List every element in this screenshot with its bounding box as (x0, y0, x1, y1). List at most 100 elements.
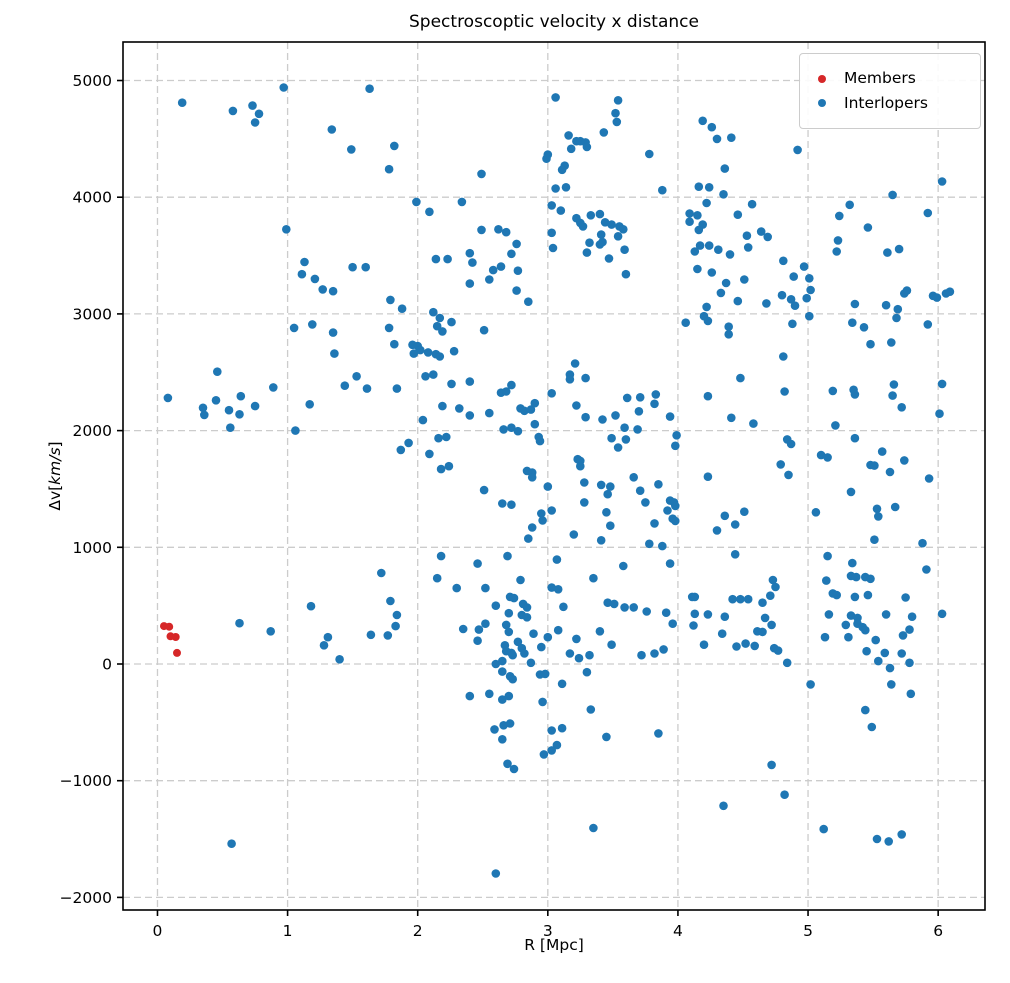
data-point-interlopers (435, 313, 445, 323)
y-axis-label-units: km/s (46, 447, 64, 484)
data-point-interlopers (937, 177, 947, 186)
data-point-interlopers (844, 632, 853, 642)
data-point-interlopers (661, 608, 671, 617)
data-point-interlopers (547, 228, 556, 238)
data-point-interlopers (905, 625, 914, 634)
data-point-interlopers (598, 415, 607, 424)
data-point-interlopers (671, 516, 680, 526)
data-point-interlopers (749, 419, 758, 428)
data-point-interlopers (897, 403, 906, 412)
data-point-interlopers (352, 372, 361, 381)
data-point-interlopers (561, 183, 571, 192)
data-point-interlopers (619, 225, 628, 234)
data-point-interlopers (535, 436, 545, 446)
data-point-interlopers (552, 740, 562, 750)
data-point-interlopers (703, 610, 713, 619)
data-point-interlopers (782, 658, 792, 668)
data-point-interlopers (282, 225, 291, 234)
data-point-interlopers (654, 729, 663, 738)
data-point-interlopers (508, 674, 517, 684)
data-point-interlopers (867, 722, 877, 732)
data-point-interlopers (702, 302, 711, 312)
data-point-interlopers (542, 154, 551, 163)
data-point-interlopers (537, 509, 546, 518)
data-point-interlopers (551, 93, 560, 102)
data-point-interlopers (733, 210, 743, 219)
data-point-interlopers (620, 245, 629, 254)
data-point-interlopers (835, 211, 844, 221)
legend-label-interlopers: Interlopers (844, 93, 928, 112)
data-point-interlopers (503, 551, 512, 561)
data-point-interlopers (832, 247, 841, 256)
data-point-interlopers (540, 669, 550, 679)
data-point-interlopers (833, 236, 843, 245)
data-point-interlopers (392, 610, 402, 620)
data-point-interlopers (658, 185, 667, 195)
data-point-interlopers (556, 206, 566, 215)
x-tick-label: 0 (153, 922, 163, 940)
data-point-interlopers (766, 591, 775, 600)
data-point-interlopers (694, 225, 704, 235)
data-point-interlopers (250, 401, 260, 411)
data-point-interlopers (248, 101, 257, 110)
data-point-interlopers (553, 625, 563, 635)
data-point-interlopers (580, 498, 589, 507)
data-point-interlopers (386, 596, 395, 606)
data-point-interlopers (391, 621, 400, 631)
data-point-interlopers (507, 380, 516, 390)
data-point-interlopers (650, 519, 659, 528)
data-point-interlopers (935, 409, 944, 419)
data-point-interlopers (443, 254, 452, 264)
data-point-interlopers (498, 695, 507, 704)
data-point-interlopers (323, 632, 333, 642)
data-point-interlopers (250, 118, 260, 127)
data-point-interlopers (553, 585, 563, 594)
data-point-interlopers (620, 423, 629, 433)
data-point-interlopers (724, 330, 733, 339)
data-point-interlopers (505, 719, 515, 728)
y-tick-label: 4000 (73, 189, 112, 207)
data-point-interlopers (491, 601, 501, 610)
data-point-interlopers (779, 256, 788, 266)
legend-item-members: Members (818, 69, 980, 87)
legend-label-members: Members (844, 69, 916, 87)
data-point-interlopers (279, 83, 289, 92)
data-point-interlopers (595, 209, 605, 219)
data-point-interlopers (885, 663, 895, 673)
data-point-interlopers (900, 456, 909, 465)
data-point-interlopers (945, 287, 955, 297)
data-point-interlopers (599, 128, 609, 137)
data-point-interlopers (822, 576, 831, 585)
data-point-interlopers (547, 583, 556, 592)
data-point-interlopers (418, 415, 428, 425)
data-point-interlopers (305, 400, 315, 409)
data-point-interlopers (780, 790, 789, 799)
data-point-interlopers (871, 635, 880, 645)
data-point-interlopers (481, 583, 490, 593)
data-point-interlopers (841, 620, 851, 630)
data-point-interlopers (717, 629, 727, 638)
data-point-interlopers (620, 603, 629, 612)
data-point-interlopers (870, 461, 879, 470)
legend: Members Interlopers (799, 53, 981, 129)
data-point-interlopers (572, 634, 581, 644)
data-point-interlopers (412, 197, 421, 207)
data-point-interlopers (768, 575, 778, 585)
data-point-interlopers (881, 610, 891, 619)
data-point-interlopers (580, 478, 589, 487)
data-point-interlopers (266, 627, 276, 636)
data-point-interlopers (447, 317, 456, 327)
data-point-interlopers (383, 631, 393, 640)
data-point-interlopers (585, 238, 594, 247)
data-point-interlopers (306, 601, 316, 611)
data-point-interlopers (690, 609, 700, 619)
data-point-interlopers (831, 421, 840, 430)
data-point-interlopers (690, 247, 700, 256)
data-point-interlopers (665, 559, 675, 568)
data-point-interlopers (404, 438, 413, 448)
data-point-interlopers (513, 266, 523, 276)
data-point-interlopers (874, 656, 883, 666)
data-point-interlopers (733, 296, 743, 306)
data-point-interlopers (564, 131, 573, 140)
y-axis-label: Δv[km/s] (46, 441, 64, 510)
